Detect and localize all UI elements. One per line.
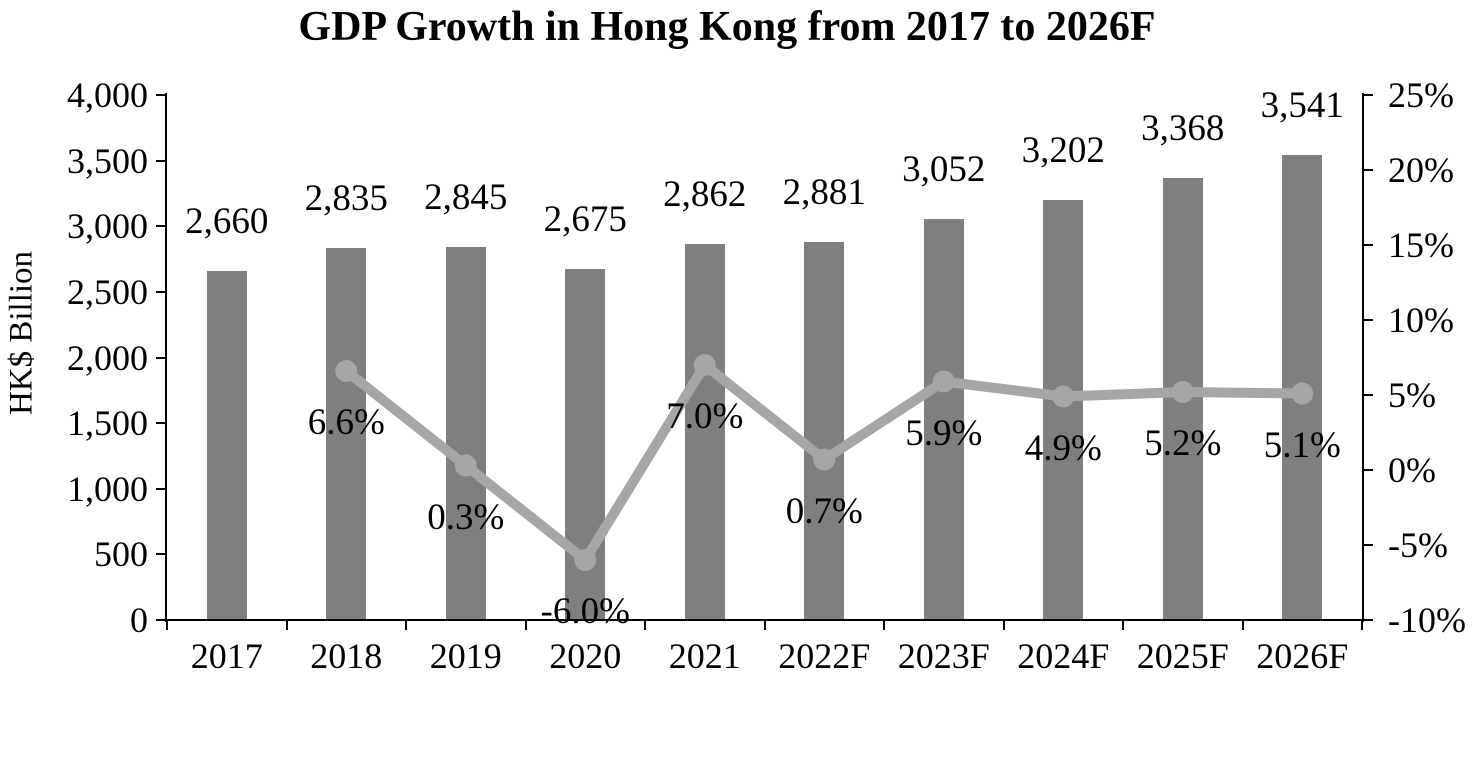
left-tick-mark <box>156 356 165 359</box>
right-tick-mark <box>1364 394 1373 396</box>
x-axis-category-label: 2020 <box>549 636 622 676</box>
x-axis-category-label: 2018 <box>310 636 383 676</box>
gdp-value-label: 2,835 <box>304 177 388 219</box>
growth-rate-label: 5.2% <box>1144 423 1222 464</box>
growth-rate-label: 5.9% <box>905 412 983 454</box>
x-axis-tick-mark <box>1122 621 1124 630</box>
left-tick-mark <box>156 225 165 228</box>
left-axis-tick-label: 500 <box>94 534 148 575</box>
gdp-value-label: 3,202 <box>1021 129 1105 171</box>
growth-rate-label: -6.0% <box>540 591 630 632</box>
x-axis-category-label: 2017 <box>190 636 263 676</box>
right-axis-tick-label: -5% <box>1388 525 1448 565</box>
gdp-bar <box>1043 199 1084 620</box>
right-tick-mark <box>1364 544 1373 546</box>
right-axis-tick-label: 15% <box>1388 225 1454 265</box>
x-axis-category-label: 2025F <box>1136 636 1229 676</box>
right-tick-mark <box>1364 619 1373 621</box>
left-tick-mark <box>156 553 165 556</box>
gdp-value-label: 2,675 <box>543 198 627 240</box>
x-axis-category-label: 2019 <box>429 636 502 676</box>
chart-title: GDP Growth in Hong Kong from 2017 to 202… <box>298 4 1156 50</box>
x-axis-tick-mark <box>763 621 766 630</box>
right-axis-tick-label: -10% <box>1388 600 1466 640</box>
x-axis-tick-mark <box>883 621 885 630</box>
left-axis-tick-label: 1,500 <box>67 403 148 444</box>
left-tick-mark <box>156 422 165 425</box>
left-axis-tick-label: 2,000 <box>67 337 148 378</box>
gdp-bar <box>1162 177 1203 620</box>
growth-rate-label: 0.3% <box>427 496 505 538</box>
x-axis-tick-mark <box>1361 621 1363 630</box>
left-tick-mark <box>156 487 165 490</box>
growth-rate-label: 7.0% <box>666 396 744 437</box>
right-axis-tick-label: 10% <box>1388 300 1454 340</box>
x-axis-tick-mark <box>1241 621 1244 630</box>
right-axis-tick-label: 5% <box>1388 375 1436 415</box>
right-axis-line <box>1362 93 1364 622</box>
right-tick-mark <box>1364 469 1373 471</box>
gdp-value-label: 2,660 <box>185 200 269 242</box>
gdp-bar <box>1282 155 1323 620</box>
gdp-value-label: 2,862 <box>663 174 747 216</box>
x-axis-category-label: 2021 <box>668 636 741 676</box>
x-axis-line <box>165 619 1364 621</box>
gdp-bar <box>445 246 486 620</box>
left-axis-tick-label: 4,000 <box>67 75 148 115</box>
right-tick-mark <box>1364 244 1373 246</box>
growth-rate-label: 4.9% <box>1024 427 1102 469</box>
gdp-bar <box>206 270 247 620</box>
right-tick-mark <box>1364 319 1373 321</box>
growth-rate-label: 0.7% <box>785 490 863 532</box>
x-axis-category-label: 2026F <box>1256 636 1349 676</box>
left-axis-tick-label: 0 <box>130 600 148 640</box>
left-axis-tick-label: 3,500 <box>67 140 148 181</box>
left-axis-tick-label: 1,000 <box>67 468 148 509</box>
growth-rate-label: 5.1% <box>1263 424 1341 466</box>
x-axis-tick-mark <box>166 621 168 630</box>
gdp-value-label: 3,052 <box>902 149 986 191</box>
right-axis-tick-label: 20% <box>1388 150 1454 190</box>
growth-rate-label: 6.6% <box>307 402 385 443</box>
x-axis-tick-mark <box>405 621 407 630</box>
gdp-bar <box>804 241 845 620</box>
x-axis-category-label: 2024F <box>1017 636 1110 676</box>
x-axis-tick-mark <box>644 621 646 630</box>
left-tick-mark <box>156 94 165 96</box>
left-axis-line <box>165 93 167 622</box>
left-tick-mark <box>156 159 165 162</box>
gdp-value-label: 2,845 <box>424 176 508 218</box>
gdp-value-label: 3,368 <box>1141 107 1225 149</box>
left-axis-tick-label: 2,500 <box>67 271 148 312</box>
left-tick-mark <box>156 290 165 293</box>
x-axis-tick-mark <box>1002 621 1005 630</box>
x-axis-category-label: 2022F <box>778 636 871 676</box>
right-tick-mark <box>1364 169 1373 171</box>
x-axis-tick-mark <box>524 621 527 630</box>
legend: Nominal GDP Year-on-year growth rate <box>0 700 1473 760</box>
left-tick-mark <box>156 619 165 621</box>
gdp-bar <box>565 268 606 620</box>
right-axis-tick-label: 25% <box>1388 75 1454 115</box>
right-axis-tick-label: 0% <box>1388 450 1436 490</box>
x-axis-tick-mark <box>285 621 288 630</box>
gdp-value-label: 2,881 <box>782 171 866 213</box>
right-tick-mark <box>1364 94 1373 96</box>
gdp-value-label: 3,541 <box>1260 85 1344 127</box>
left-axis-tick-label: 3,000 <box>67 206 148 247</box>
x-axis-category-label: 2023F <box>897 636 990 676</box>
